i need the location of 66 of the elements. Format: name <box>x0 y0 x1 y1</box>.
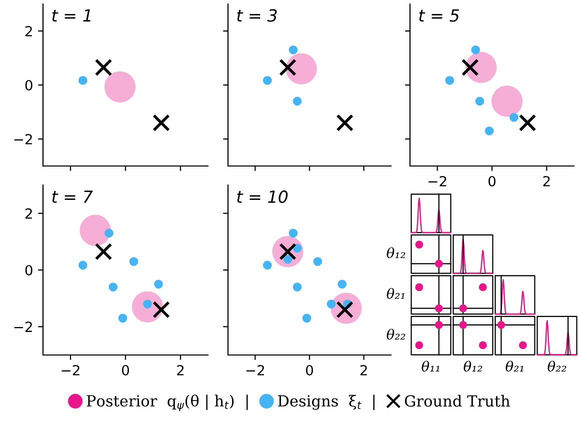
x-tick-label: 0 <box>488 176 496 186</box>
point <box>152 300 170 318</box>
point <box>78 76 88 85</box>
point <box>509 113 518 122</box>
x-tick-label: −2 <box>246 364 264 376</box>
point <box>108 282 118 292</box>
category-label: θ₂₁ <box>506 360 524 372</box>
point <box>94 242 112 260</box>
point <box>518 114 536 132</box>
point <box>492 86 523 117</box>
chart-title: t = 3 <box>237 9 277 22</box>
point <box>475 96 484 106</box>
point <box>484 126 494 136</box>
point <box>94 58 112 76</box>
category-label: θ₂₁ <box>386 288 404 299</box>
point <box>283 254 292 264</box>
point <box>338 280 346 289</box>
point <box>152 114 170 132</box>
point <box>302 314 312 323</box>
point <box>445 76 454 85</box>
chart-title: t = 5 <box>419 9 459 22</box>
x-tick-label: 0 <box>122 364 129 376</box>
chart-title: t = 10 <box>237 190 288 203</box>
y-tick-label: 0 <box>25 80 32 90</box>
category-label: θ₂₂ <box>548 360 566 372</box>
legend-label: Ground Truth <box>404 394 510 407</box>
point <box>313 257 322 266</box>
point <box>336 114 354 132</box>
y-tick-label: 2 <box>25 208 32 219</box>
point <box>154 280 163 289</box>
point <box>326 300 336 308</box>
point <box>286 53 317 84</box>
x-tick-label: −2 <box>62 364 80 376</box>
point <box>129 257 138 266</box>
point <box>292 244 302 253</box>
chart-title: t = 7 <box>52 190 93 203</box>
point <box>263 76 272 85</box>
chart-title: t = 1 <box>52 9 90 22</box>
point <box>292 282 302 292</box>
point <box>461 58 479 76</box>
category-label: θ₁₂ <box>386 247 406 258</box>
point <box>80 214 111 246</box>
y-tick-label: −2 <box>14 134 32 144</box>
x-tick-label: 2 <box>543 176 550 186</box>
point <box>279 58 296 76</box>
point <box>104 71 136 102</box>
category-label: θ₁₁ <box>422 360 440 372</box>
y-tick-label: −2 <box>14 322 32 332</box>
x-tick-label: 0 <box>306 364 313 376</box>
point <box>288 46 298 54</box>
x-tick-label: 2 <box>360 364 367 376</box>
category-label: θ₂₂ <box>386 328 406 340</box>
point <box>292 96 302 106</box>
point <box>288 228 298 238</box>
point <box>118 314 128 323</box>
point <box>78 260 88 270</box>
x-tick-label: 2 <box>177 364 184 376</box>
legend-label: Designs ξ$_{t}$ | <box>278 394 374 410</box>
point <box>263 260 272 270</box>
x-tick-label: −2 <box>428 176 446 186</box>
category-label: θ₁₂ <box>464 360 482 372</box>
point <box>104 228 114 238</box>
point <box>471 46 480 54</box>
y-tick-label: 0 <box>25 264 32 276</box>
legend-label: Posterior q$_{ψ}$(θ | h$_{t}$) | <box>86 394 248 412</box>
y-tick-label: 2 <box>25 26 32 36</box>
